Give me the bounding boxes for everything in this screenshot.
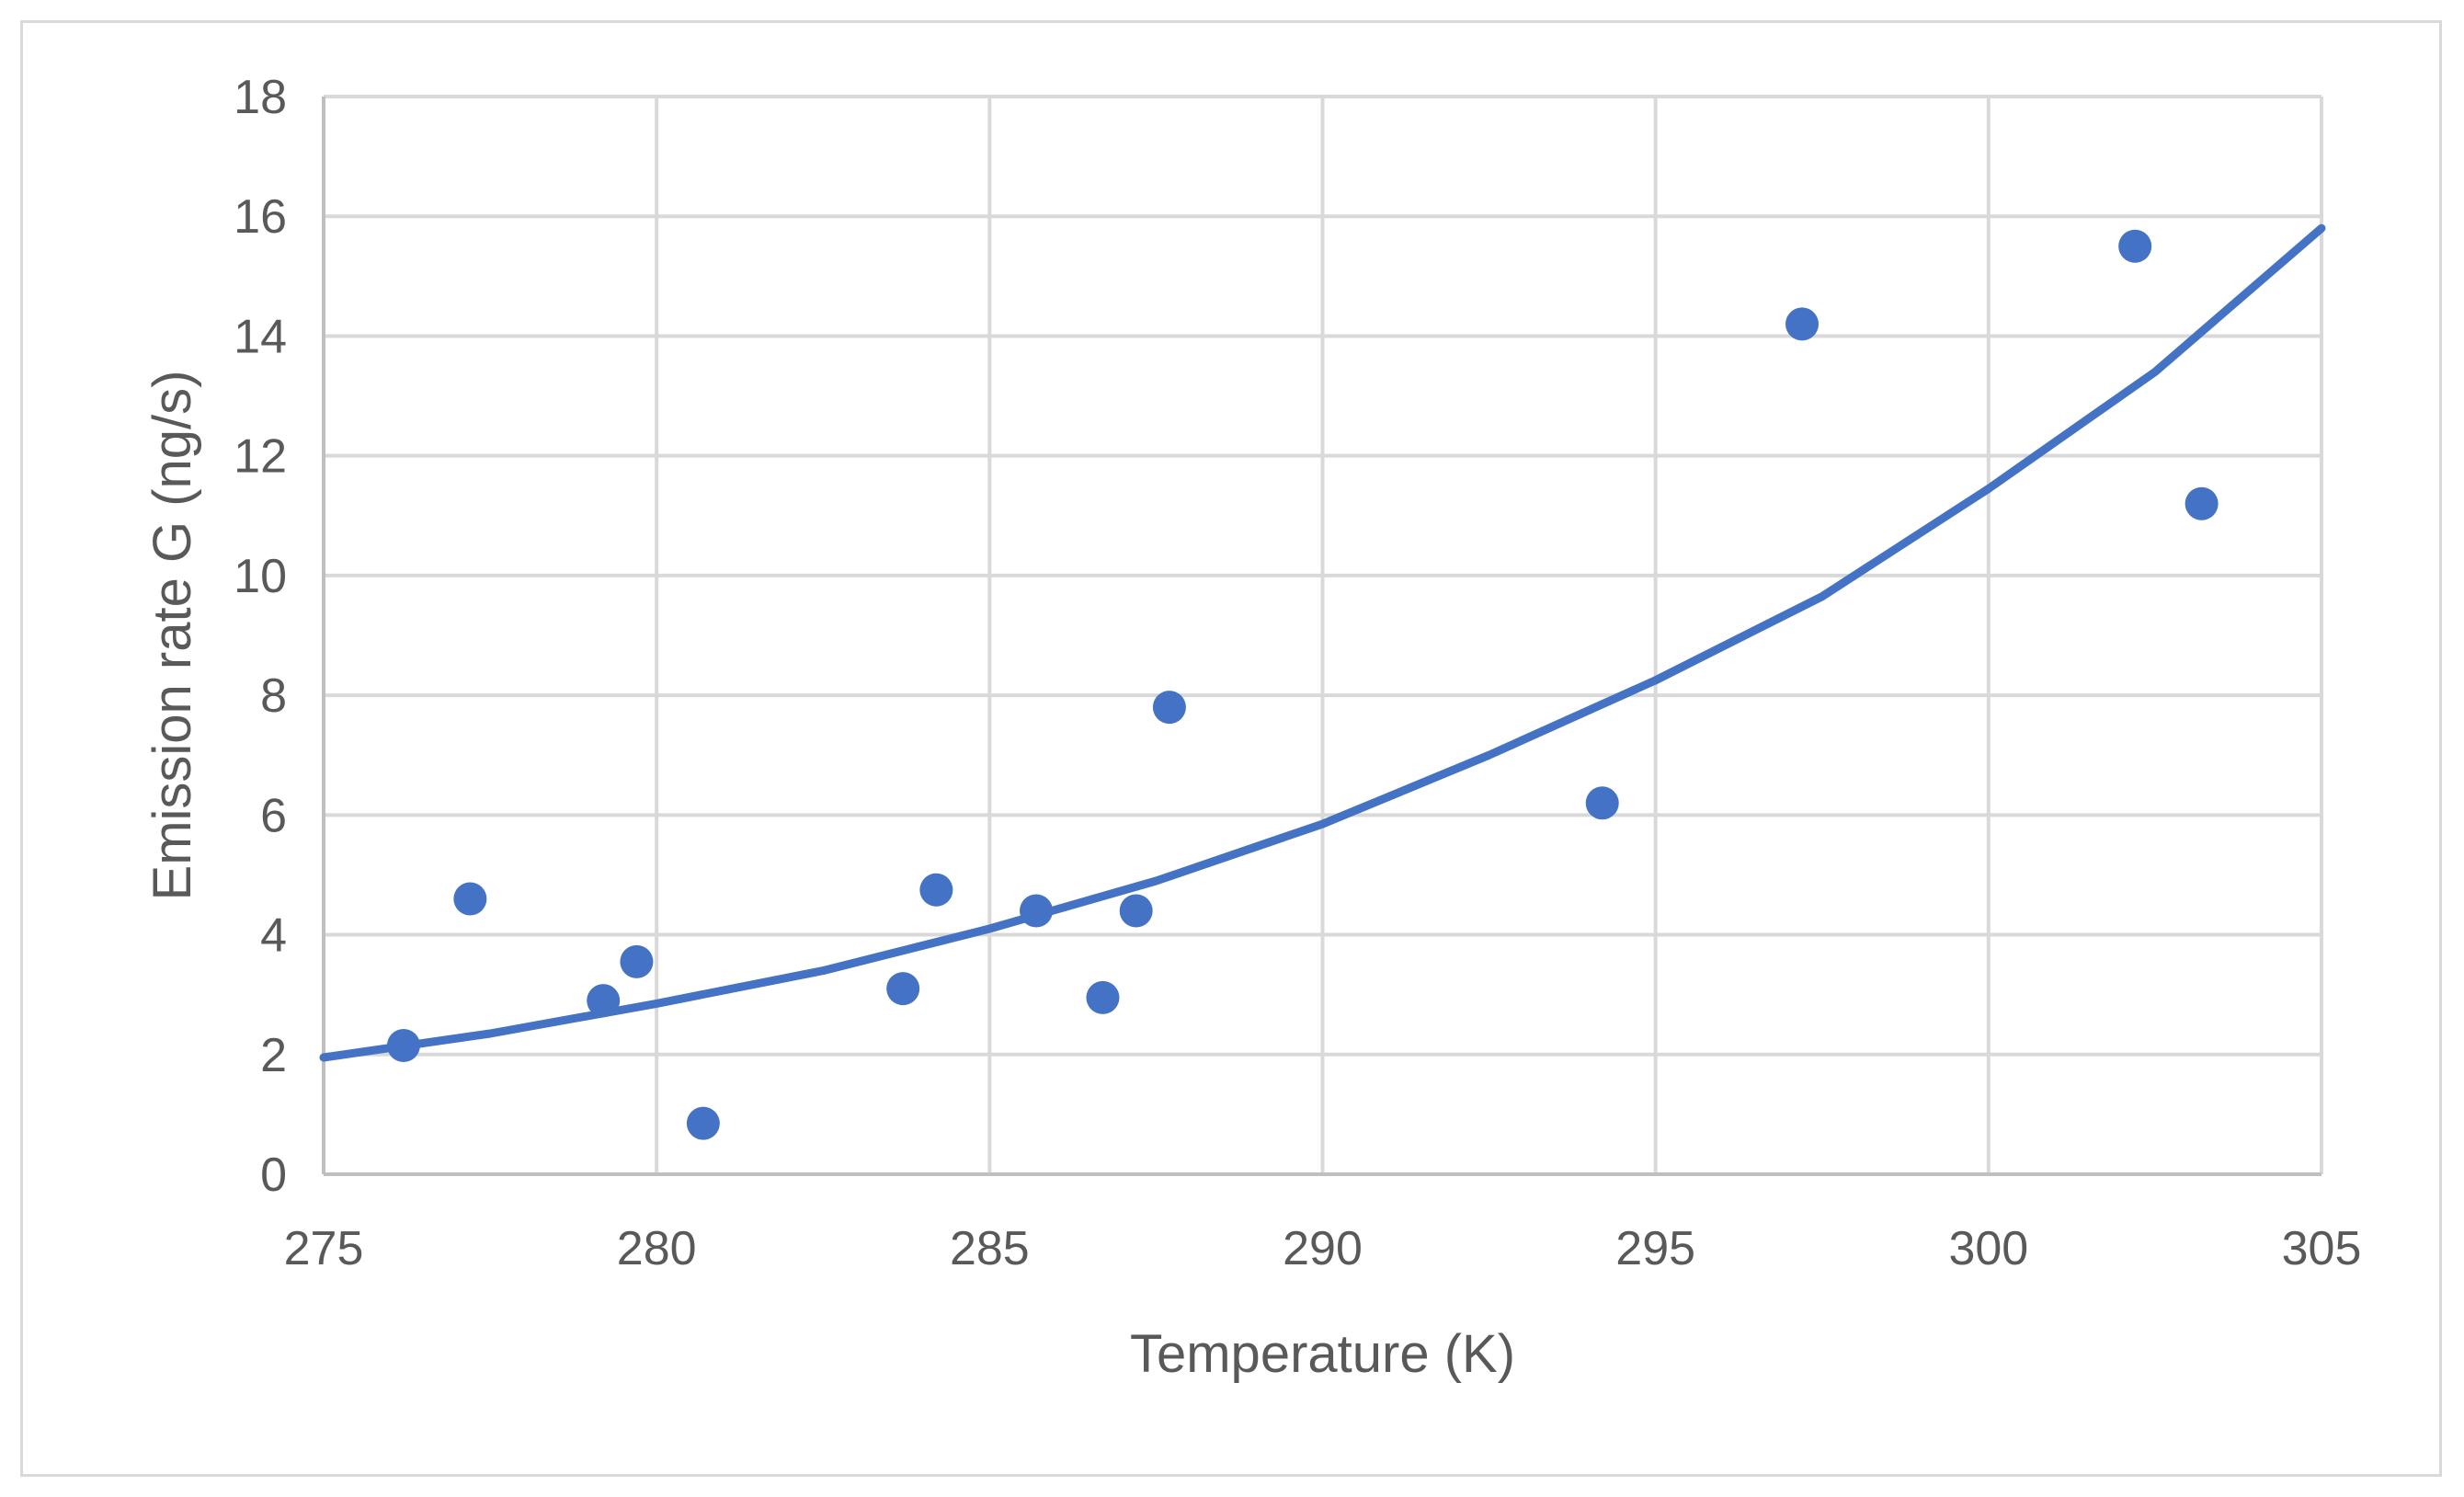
data-point bbox=[620, 944, 654, 978]
data-point bbox=[1086, 980, 1120, 1014]
x-tick-label: 305 bbox=[2282, 1222, 2362, 1275]
tick-labels: 0 2 4 6 8 10 12 14 16 18 275 280 285 290 295 300 305 bbox=[234, 71, 2361, 1275]
data-series bbox=[319, 223, 2326, 1140]
data-point bbox=[386, 1029, 420, 1063]
y-tick-label: 10 bbox=[234, 550, 287, 603]
x-tick-label: 290 bbox=[1283, 1222, 1363, 1275]
fit-curve bbox=[319, 223, 2326, 1062]
data-point bbox=[587, 984, 621, 1018]
data-point bbox=[919, 873, 953, 907]
data-point bbox=[2185, 486, 2219, 520]
emission-chart: 0 2 4 6 8 10 12 14 16 18 275 280 285 290 295 300 305 Tem… bbox=[143, 71, 2361, 1384]
y-tick-label: 0 bbox=[260, 1148, 287, 1202]
y-tick-label: 6 bbox=[260, 789, 287, 842]
axes bbox=[322, 97, 2321, 1176]
x-tick-label: 295 bbox=[1615, 1222, 1695, 1275]
y-tick-label: 14 bbox=[234, 310, 287, 363]
data-point bbox=[1585, 786, 1619, 820]
y-tick-label: 18 bbox=[234, 71, 287, 124]
x-tick-label: 300 bbox=[1948, 1222, 2028, 1275]
y-tick-label: 16 bbox=[234, 190, 287, 244]
y-tick-label: 4 bbox=[260, 909, 287, 963]
y-tick-label: 12 bbox=[234, 430, 287, 484]
y-tick-label: 8 bbox=[260, 669, 287, 723]
x-tick-label: 280 bbox=[617, 1222, 697, 1275]
data-point bbox=[2118, 229, 2152, 263]
data-point bbox=[886, 972, 920, 1006]
data-point bbox=[453, 882, 487, 916]
x-tick-label: 275 bbox=[284, 1222, 364, 1275]
chart-frame: 0 2 4 6 8 10 12 14 16 18 275 280 285 290 295 300 305 Tem… bbox=[20, 20, 2442, 1477]
data-point bbox=[1020, 894, 1054, 928]
y-axis-title: Emission rate G (ng/s) bbox=[143, 371, 202, 901]
grid bbox=[324, 95, 2323, 1174]
data-point bbox=[1785, 307, 1819, 341]
data-point bbox=[686, 1106, 720, 1140]
y-tick-label: 2 bbox=[260, 1029, 287, 1082]
x-axis-title: Temperature (K) bbox=[1130, 1324, 1515, 1384]
x-tick-label: 285 bbox=[950, 1222, 1030, 1275]
data-point bbox=[1119, 894, 1153, 928]
data-point bbox=[1152, 691, 1186, 725]
